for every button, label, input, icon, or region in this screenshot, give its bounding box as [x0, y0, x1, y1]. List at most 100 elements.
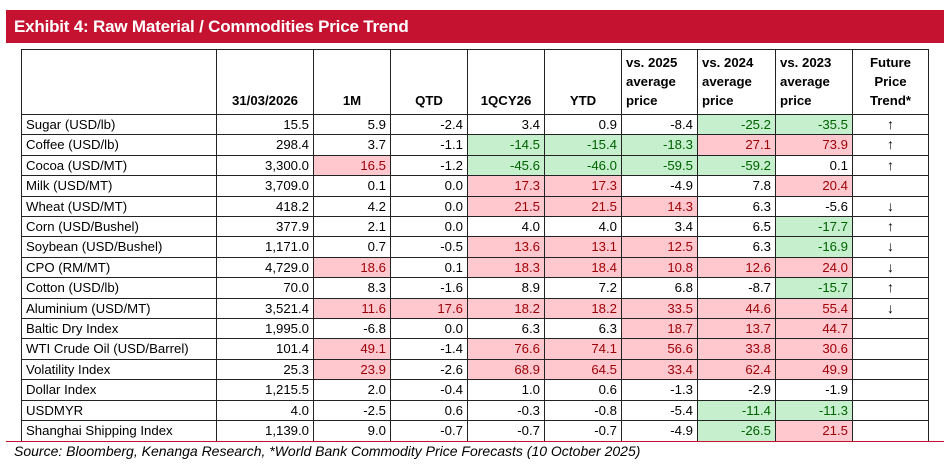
cell-price: 1,171.0: [216, 236, 314, 258]
cell-qtd: -0.4: [390, 379, 468, 401]
cell-qtd: -1.2: [390, 154, 468, 177]
cell-vs-2024: 7.8: [697, 175, 776, 197]
cell-vs-2023: -35.5: [775, 113, 853, 136]
cell-1m: 2.0: [313, 379, 391, 401]
cell-qtd: -2.4: [390, 113, 468, 136]
cell-vs-2024: -2.9: [697, 379, 776, 401]
commodity-name: Volatility Index: [21, 358, 217, 381]
arrow-down-icon: ↓: [852, 195, 929, 218]
cell-vs-2023: 30.6: [775, 338, 853, 360]
cell-ytd: 18.4: [544, 256, 622, 279]
cell-1qcy26: 68.9: [467, 358, 545, 381]
cell-vs-2025: -4.9: [621, 420, 698, 442]
cell-ytd: -15.4: [544, 134, 622, 156]
cell-1qcy26: 17.3: [467, 175, 545, 197]
header-ytd: YTD: [544, 49, 622, 115]
cell-vs-2025: 33.5: [621, 297, 698, 320]
cell-vs-2023: 55.4: [775, 297, 853, 320]
table-row: Cotton (USD/lb) 70.0 8.3 -1.6 8.9 7.2 6.8 -8.7-…: [21, 277, 929, 299]
cell-vs-2024: -25.2: [697, 113, 776, 136]
table-row: Cocoa (USD/MT) 3,300.0 16.5 -1.2 -45.6 -46.0-…: [21, 154, 929, 177]
cell-price: 3,709.0: [216, 175, 314, 197]
cell-1qcy26: 6.3: [467, 318, 545, 340]
cell-1m: -2.5: [313, 399, 391, 422]
cell-vs-2023: -16.9: [775, 236, 853, 258]
cell-future-trend: [852, 338, 929, 360]
cell-vs-2024: 6.3: [697, 236, 776, 258]
cell-1m: 16.5: [313, 154, 391, 177]
cell-vs-2023: 0.1: [775, 154, 853, 177]
header-commodity: [21, 49, 217, 115]
cell-1m: 18.6: [313, 256, 391, 279]
table-body: Sugar (USD/lb) 15.5 5.9 -2.4 3.4 0.9 -8.4 -25.2…: [21, 113, 929, 442]
commodity-name: Milk (USD/MT): [21, 175, 217, 197]
cell-future-trend: [852, 420, 929, 442]
table-row: Volatility Index 25.3 23.9 -2.6 68.9 64.5 33.4…: [21, 358, 929, 381]
header-future-trend: Future Price Trend*: [852, 49, 929, 115]
cell-price: 1,215.5: [216, 379, 314, 401]
table-row: Corn (USD/Bushel) 377.9 2.1 0.0 4.0 4.0 3.4 6.5…: [21, 216, 929, 238]
cell-ytd: 0.6: [544, 379, 622, 401]
cell-qtd: -1.6: [390, 277, 468, 299]
header-row: 31/03/2026 1M QTD 1QCY26 YTD vs. 2025 av…: [21, 49, 929, 115]
cell-vs-2024: -8.7: [697, 277, 776, 299]
commodity-name: USDMYR: [21, 399, 217, 422]
cell-1m: 8.3: [313, 277, 391, 299]
cell-1m: 23.9: [313, 358, 391, 381]
cell-vs-2023: 73.9: [775, 134, 853, 156]
cell-vs-2025: 10.8: [621, 256, 698, 279]
cell-vs-2023: 24.0: [775, 256, 853, 279]
cell-ytd: 64.5: [544, 358, 622, 381]
cell-ytd: 4.0: [544, 216, 622, 238]
cell-vs-2024: 44.6: [697, 297, 776, 320]
source-note: Source: Bloomberg, Kenanga Research, *Wo…: [14, 443, 641, 459]
cell-1qcy26: 3.4: [467, 113, 545, 136]
commodity-name: Baltic Dry Index: [21, 318, 217, 340]
commodity-name: CPO (RM/MT): [21, 256, 217, 279]
cell-1qcy26: 21.5: [467, 195, 545, 218]
cell-1m: 11.6: [313, 297, 391, 320]
cell-future-trend: [852, 318, 929, 340]
cell-vs-2025: 12.5: [621, 236, 698, 258]
header-qtd: QTD: [390, 49, 468, 115]
cell-vs-2023: -5.6: [775, 195, 853, 218]
table-row: Baltic Dry Index 1,995.0 -6.8 0.0 6.3 6.3 18.7…: [21, 318, 929, 340]
header-vs-2023: vs. 2023 average price: [775, 49, 853, 115]
cell-vs-2025: 6.8: [621, 277, 698, 299]
cell-1qcy26: 8.9: [467, 277, 545, 299]
cell-vs-2025: 3.4: [621, 216, 698, 238]
arrow-up-icon: ↑: [852, 154, 929, 177]
cell-ytd: -0.8: [544, 399, 622, 422]
table-row: Sugar (USD/lb) 15.5 5.9 -2.4 3.4 0.9 -8.4 -25.2…: [21, 113, 929, 136]
arrow-down-icon: ↓: [852, 256, 929, 279]
arrow-up-icon: ↑: [852, 216, 929, 238]
cell-vs-2023: -1.9: [775, 379, 853, 401]
cell-qtd: 0.1: [390, 256, 468, 279]
commodity-name: Coffee (USD/lb): [21, 134, 217, 156]
cell-vs-2023: 44.7: [775, 318, 853, 340]
arrow-down-icon: ↓: [852, 236, 929, 258]
table-row: WTI Crude Oil (USD/Barrel) 101.4 49.1 -1.4 7…: [21, 338, 929, 360]
arrow-up-icon: ↑: [852, 277, 929, 299]
cell-price: 3,521.4: [216, 297, 314, 320]
cell-ytd: -46.0: [544, 154, 622, 177]
cell-price: 3,300.0: [216, 154, 314, 177]
table-row: USDMYR 4.0 -2.5 0.6 -0.3 -0.8 -5.4 -11.4 -11.3: [21, 399, 929, 422]
cell-price: 298.4: [216, 134, 314, 156]
cell-price: 101.4: [216, 338, 314, 360]
cell-ytd: 21.5: [544, 195, 622, 218]
cell-vs-2023: 49.9: [775, 358, 853, 381]
cell-vs-2025: 56.6: [621, 338, 698, 360]
cell-qtd: -1.4: [390, 338, 468, 360]
cell-ytd: 74.1: [544, 338, 622, 360]
cell-price: 4.0: [216, 399, 314, 422]
table-row: Coffee (USD/lb) 298.4 3.7 -1.1 -14.5 -15.4 -18…: [21, 134, 929, 156]
cell-qtd: 0.0: [390, 195, 468, 218]
cell-vs-2025: 33.4: [621, 358, 698, 381]
cell-qtd: 0.0: [390, 175, 468, 197]
cell-1qcy26: 76.6: [467, 338, 545, 360]
cell-1m: 4.2: [313, 195, 391, 218]
commodities-price-table: 31/03/2026 1M QTD 1QCY26 YTD vs. 2025 av…: [21, 49, 929, 442]
cell-ytd: 0.9: [544, 113, 622, 136]
header-1qcy26: 1QCY26: [467, 49, 545, 115]
